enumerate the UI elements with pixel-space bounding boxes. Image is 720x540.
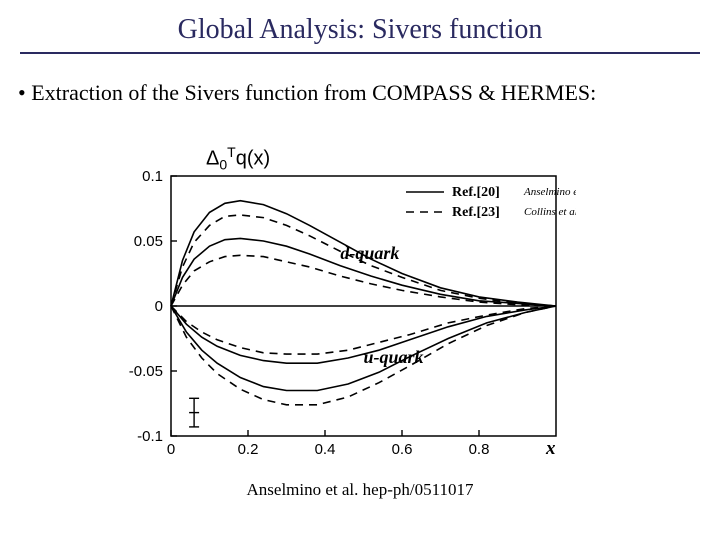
slide-title: Global Analysis: Sivers function bbox=[0, 14, 720, 46]
svg-text:x: x bbox=[545, 438, 556, 459]
svg-text:Ref.[20]: Ref.[20] bbox=[452, 185, 500, 200]
svg-text:0.6: 0.6 bbox=[392, 441, 413, 458]
svg-text:d-quark: d-quark bbox=[340, 243, 399, 263]
chart-svg: -0.1 -0.05 0 0.05 0.1 0 0.2 0.4 0.6 0.8 x d-quark u-… bbox=[116, 136, 576, 466]
chart-y-title: Δ0Tq(x) bbox=[206, 144, 270, 173]
svg-text:Collins et al: Collins et al bbox=[524, 206, 576, 218]
svg-text:0.05: 0.05 bbox=[134, 233, 163, 250]
svg-text:u-quark: u-quark bbox=[364, 347, 424, 367]
svg-text:0.8: 0.8 bbox=[469, 441, 490, 458]
sivers-chart: Δ0Tq(x) -0.1 -0.05 0 0.05 0.1 0 0.2 0.4 0.6 0.8 x d… bbox=[116, 136, 576, 466]
svg-text:0.1: 0.1 bbox=[142, 168, 163, 185]
svg-text:0: 0 bbox=[167, 441, 175, 458]
svg-text:0.2: 0.2 bbox=[238, 441, 259, 458]
bullet-text: • Extraction of the Sivers function from… bbox=[18, 80, 596, 106]
svg-text:Anselmino et al: Anselmino et al bbox=[523, 186, 576, 198]
svg-text:0.4: 0.4 bbox=[315, 441, 336, 458]
svg-text:-0.05: -0.05 bbox=[129, 363, 163, 380]
chart-caption: Anselmino et al. hep-ph/0511017 bbox=[0, 480, 720, 500]
svg-text:-0.1: -0.1 bbox=[137, 428, 163, 445]
svg-text:0: 0 bbox=[155, 298, 163, 315]
svg-text:Ref.[23]: Ref.[23] bbox=[452, 205, 500, 220]
title-rule bbox=[20, 52, 700, 54]
